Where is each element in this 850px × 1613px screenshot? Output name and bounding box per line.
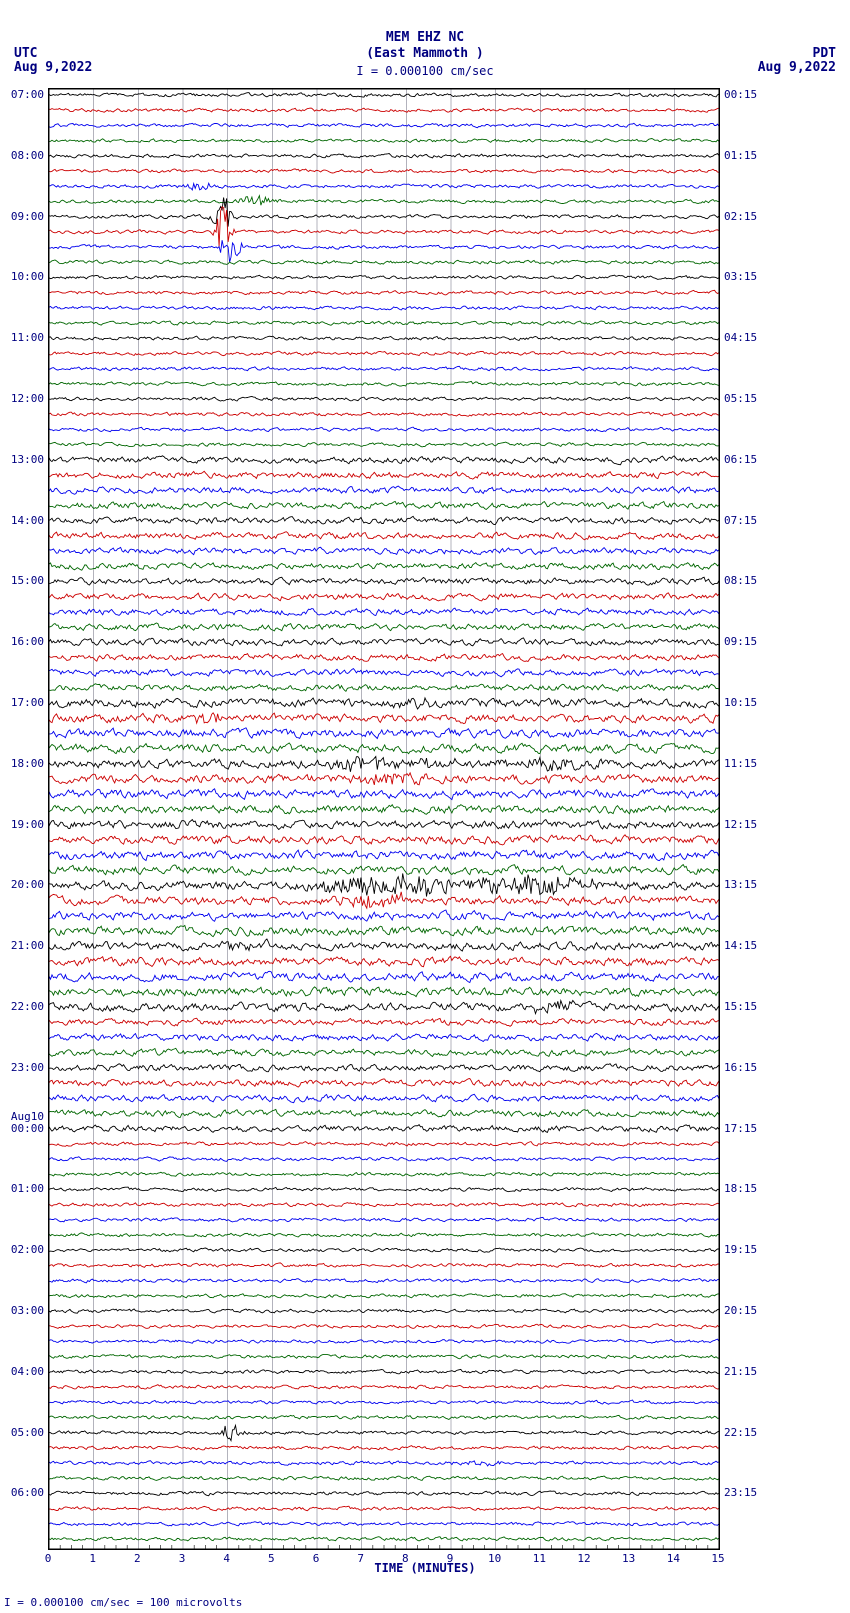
right-time-label: 07:15: [724, 514, 764, 527]
right-time-label: 23:15: [724, 1486, 764, 1499]
right-time-label: 05:15: [724, 392, 764, 405]
left-time-label: 11:00: [4, 331, 44, 344]
station-title: MEM EHZ NC: [0, 30, 850, 45]
left-time-label: 05:00: [4, 1426, 44, 1439]
right-time-label: 06:15: [724, 453, 764, 466]
left-time-label: 00:00: [4, 1122, 44, 1135]
seismogram-plot: [48, 88, 720, 1550]
left-time-label: 17:00: [4, 696, 44, 709]
right-date: Aug 9,2022: [758, 60, 836, 75]
left-time-label: 06:00: [4, 1486, 44, 1499]
right-time-label: 21:15: [724, 1365, 764, 1378]
right-time-label: 14:15: [724, 939, 764, 952]
left-time-label: 02:00: [4, 1243, 44, 1256]
right-time-label: 20:15: [724, 1304, 764, 1317]
left-time-label: 15:00: [4, 574, 44, 587]
left-time-label: 20:00: [4, 878, 44, 891]
left-time-label: 13:00: [4, 453, 44, 466]
left-time-label: 07:00: [4, 88, 44, 101]
x-axis-label: TIME (MINUTES): [0, 1561, 850, 1575]
day-break-label: Aug10: [4, 1110, 44, 1123]
left-time-label: 04:00: [4, 1365, 44, 1378]
left-time-label: 14:00: [4, 514, 44, 527]
left-time-label: 22:00: [4, 1000, 44, 1013]
right-time-label: 22:15: [724, 1426, 764, 1439]
left-time-label: 01:00: [4, 1182, 44, 1195]
left-time-label: 09:00: [4, 210, 44, 223]
left-time-label: 16:00: [4, 635, 44, 648]
right-time-label: 10:15: [724, 696, 764, 709]
right-time-label: 17:15: [724, 1122, 764, 1135]
scale-indicator: I = 0.000100 cm/sec: [0, 64, 850, 78]
right-time-label: 01:15: [724, 149, 764, 162]
left-time-label: 12:00: [4, 392, 44, 405]
left-time-label: 10:00: [4, 270, 44, 283]
scale-bar-symbol: I: [356, 64, 363, 78]
right-time-label: 12:15: [724, 818, 764, 831]
right-time-label: 08:15: [724, 574, 764, 587]
left-time-label: 03:00: [4, 1304, 44, 1317]
seismogram-container: MEM EHZ NC (East Mammoth ) I = 0.000100 …: [0, 0, 850, 1613]
right-time-label: 02:15: [724, 210, 764, 223]
scale-value: = 0.000100 cm/sec: [371, 64, 494, 78]
right-time-label: 11:15: [724, 757, 764, 770]
right-timezone: PDT: [813, 46, 836, 61]
right-time-label: 03:15: [724, 270, 764, 283]
left-time-label: 21:00: [4, 939, 44, 952]
right-time-label: 15:15: [724, 1000, 764, 1013]
left-date: Aug 9,2022: [14, 60, 92, 75]
left-time-label: 18:00: [4, 757, 44, 770]
left-time-label: 19:00: [4, 818, 44, 831]
right-time-label: 18:15: [724, 1182, 764, 1195]
left-timezone: UTC: [14, 46, 37, 61]
right-time-label: 04:15: [724, 331, 764, 344]
station-location: (East Mammoth ): [0, 46, 850, 61]
right-time-label: 09:15: [724, 635, 764, 648]
left-time-label: 08:00: [4, 149, 44, 162]
right-time-label: 16:15: [724, 1061, 764, 1074]
left-time-label: 23:00: [4, 1061, 44, 1074]
right-time-label: 19:15: [724, 1243, 764, 1256]
right-time-label: 13:15: [724, 878, 764, 891]
footer-scale: I = 0.000100 cm/sec = 100 microvolts: [4, 1596, 242, 1609]
right-time-label: 00:15: [724, 88, 764, 101]
